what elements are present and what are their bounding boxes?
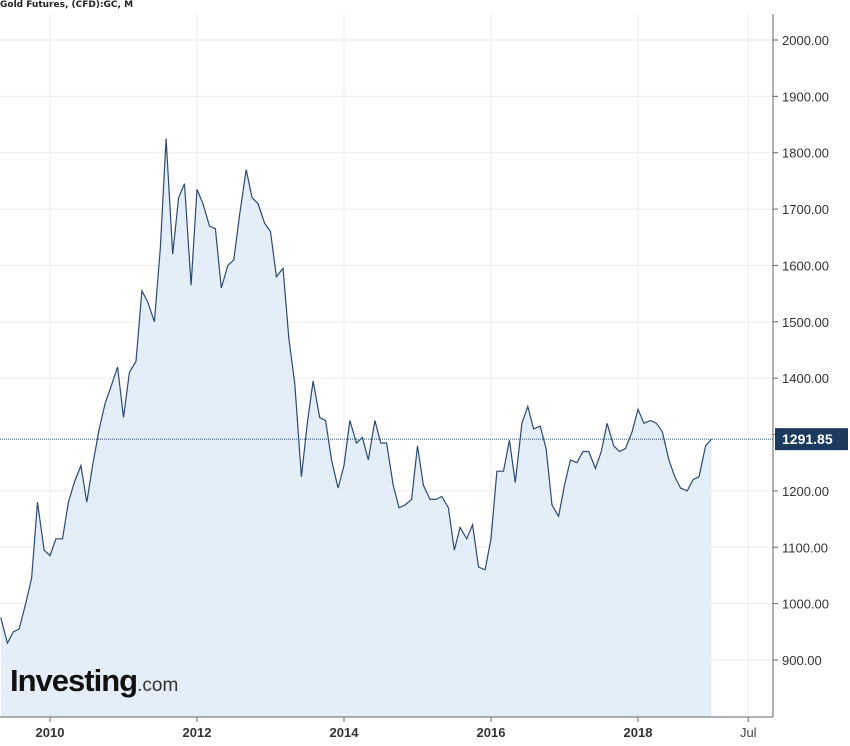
logo-domain: .com xyxy=(137,675,179,696)
x-tick-label: 2014 xyxy=(330,725,360,740)
logo-brand: Investing xyxy=(10,663,138,698)
y-tick-label: 1400.00 xyxy=(782,371,829,386)
y-tick-label: 1100.00 xyxy=(782,540,828,555)
x-tick-label: 2012 xyxy=(183,725,212,740)
y-tick-label: 1200.00 xyxy=(782,484,829,499)
price-line[interactable] xyxy=(0,138,712,645)
x-tick-label: 2010 xyxy=(36,725,65,740)
investing-logo[interactable]: Investing.com xyxy=(10,663,178,699)
y-tick-label: 900.00 xyxy=(782,653,822,668)
price-area xyxy=(0,138,712,718)
y-tick-label: 1600.00 xyxy=(782,258,829,273)
y-tick-label: 1900.00 xyxy=(782,89,829,104)
y-axis-ticks: 900.001000.001100.001200.001300.001400.0… xyxy=(773,33,829,668)
x-axis-ticks: 2010 2012 2014 2016 2018 Jul xyxy=(36,717,757,740)
y-tick-label: 1000.00 xyxy=(782,597,829,612)
price-tag-background xyxy=(775,428,848,451)
x-tick-label: Jul xyxy=(740,725,757,740)
current-price-tag: 1291.85 xyxy=(775,428,848,451)
y-tick-label: 2000.00 xyxy=(782,33,829,48)
chart-title: Gold Futures, (CFD):GC, M xyxy=(0,0,134,10)
price-tag-label: 1291.85 xyxy=(782,431,833,447)
x-tick-label: 2016 xyxy=(477,725,506,740)
y-tick-label: 1700.00 xyxy=(782,202,829,217)
y-tick-label: 1500.00 xyxy=(782,315,829,330)
axes xyxy=(0,14,774,718)
y-tick-label: 1800.00 xyxy=(782,146,829,161)
x-tick-label: 2018 xyxy=(624,725,653,740)
